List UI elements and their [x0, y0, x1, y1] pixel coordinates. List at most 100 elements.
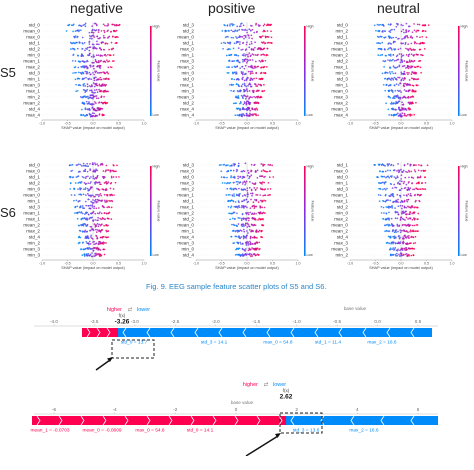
- shap-point: [415, 101, 417, 104]
- shap-point: [238, 206, 241, 209]
- shap-point: [107, 53, 109, 56]
- shap-point: [398, 107, 400, 110]
- shap-point: [391, 204, 393, 207]
- shap-point: [262, 224, 265, 227]
- shap-point: [98, 195, 100, 198]
- shap-point: [105, 42, 107, 44]
- shap-point: [84, 248, 87, 250]
- feature-label: max_1: [180, 83, 194, 88]
- shap-point: [252, 91, 254, 93]
- shap-point: [237, 247, 240, 250]
- shap-point: [98, 88, 100, 91]
- shap-point: [407, 55, 410, 58]
- shap-point: [243, 225, 245, 228]
- shap-point: [223, 163, 226, 166]
- shap-point: [397, 242, 399, 245]
- feature-label: max_4: [180, 235, 194, 240]
- colorbar: [304, 26, 306, 116]
- shap-point: [99, 224, 102, 227]
- shap-point: [263, 181, 266, 184]
- shap-point: [234, 29, 237, 32]
- feature-label: std_3: [183, 23, 195, 28]
- shap-point: [389, 247, 392, 250]
- shap-point: [257, 24, 260, 26]
- shap-point: [259, 96, 262, 99]
- colorbar-high-label: High: [153, 165, 160, 169]
- shap-point: [398, 37, 400, 40]
- shap-point: [92, 47, 94, 50]
- shap-point: [80, 53, 83, 55]
- shap-point: [242, 108, 245, 111]
- shap-point: [381, 53, 384, 56]
- shap-point: [100, 254, 103, 257]
- shap-point: [234, 206, 237, 209]
- shap-point: [384, 48, 386, 51]
- shap-point: [263, 72, 266, 75]
- feature-label: max_2: [334, 101, 348, 106]
- shap-point: [414, 235, 417, 238]
- shap-point: [398, 253, 400, 256]
- shap-point: [86, 217, 88, 220]
- shap-point: [99, 193, 102, 195]
- shap-point: [242, 24, 245, 27]
- shap-point: [406, 35, 408, 38]
- shap-point: [398, 237, 401, 240]
- shap-point: [392, 65, 395, 67]
- shap-point: [78, 224, 80, 227]
- force-tick-label: -1.0: [293, 319, 301, 324]
- shap-point: [403, 37, 405, 40]
- feature-label: std_0: [29, 163, 41, 168]
- shap-point: [93, 76, 96, 79]
- shap-point: [235, 53, 237, 56]
- shap-point: [102, 113, 105, 116]
- force-chevron: [86, 327, 91, 338]
- shap-point: [88, 240, 91, 243]
- shap-point: [104, 199, 106, 202]
- shap-point: [247, 85, 249, 87]
- shap-point: [107, 212, 109, 215]
- shap-point: [92, 241, 94, 244]
- shap-point: [107, 66, 110, 69]
- shap-point: [410, 42, 413, 45]
- shap-point: [392, 77, 394, 80]
- shap-point: [95, 29, 98, 31]
- shap-point: [398, 76, 401, 79]
- shap-point: [412, 230, 415, 233]
- shap-point: [261, 48, 263, 51]
- shap-point: [77, 71, 80, 74]
- shap-point: [406, 171, 409, 174]
- shap-point: [397, 248, 399, 251]
- shap-point: [106, 193, 109, 196]
- shap-point: [241, 48, 244, 51]
- shap-point: [233, 54, 236, 56]
- shap-point: [103, 241, 106, 244]
- shap-point: [418, 188, 420, 191]
- shap-point: [402, 236, 404, 238]
- shap-point: [88, 71, 91, 74]
- force-chevron: [256, 415, 261, 426]
- shap-point: [388, 71, 391, 73]
- shap-point: [399, 108, 401, 111]
- x-tick-label: 1.0: [142, 262, 147, 266]
- shap-point: [96, 187, 98, 190]
- shap-point: [379, 35, 382, 38]
- shap-point: [237, 200, 240, 202]
- shap-point: [256, 65, 259, 68]
- shap-point: [88, 53, 91, 55]
- shap-point: [240, 48, 243, 51]
- shap-point: [105, 230, 108, 233]
- shap-point: [384, 36, 387, 39]
- shap-point: [413, 218, 416, 221]
- shap-point: [243, 60, 246, 63]
- shap-point: [378, 181, 380, 184]
- shap-point: [248, 28, 251, 31]
- shap-point: [240, 219, 243, 222]
- shap-point: [395, 67, 397, 69]
- shap-point: [262, 41, 265, 43]
- feature-label: max_1: [180, 205, 194, 210]
- shap-point: [98, 109, 101, 111]
- shap-point: [104, 89, 107, 92]
- shap-point: [409, 84, 411, 86]
- shap-point: [405, 242, 407, 245]
- shap-point: [260, 77, 263, 80]
